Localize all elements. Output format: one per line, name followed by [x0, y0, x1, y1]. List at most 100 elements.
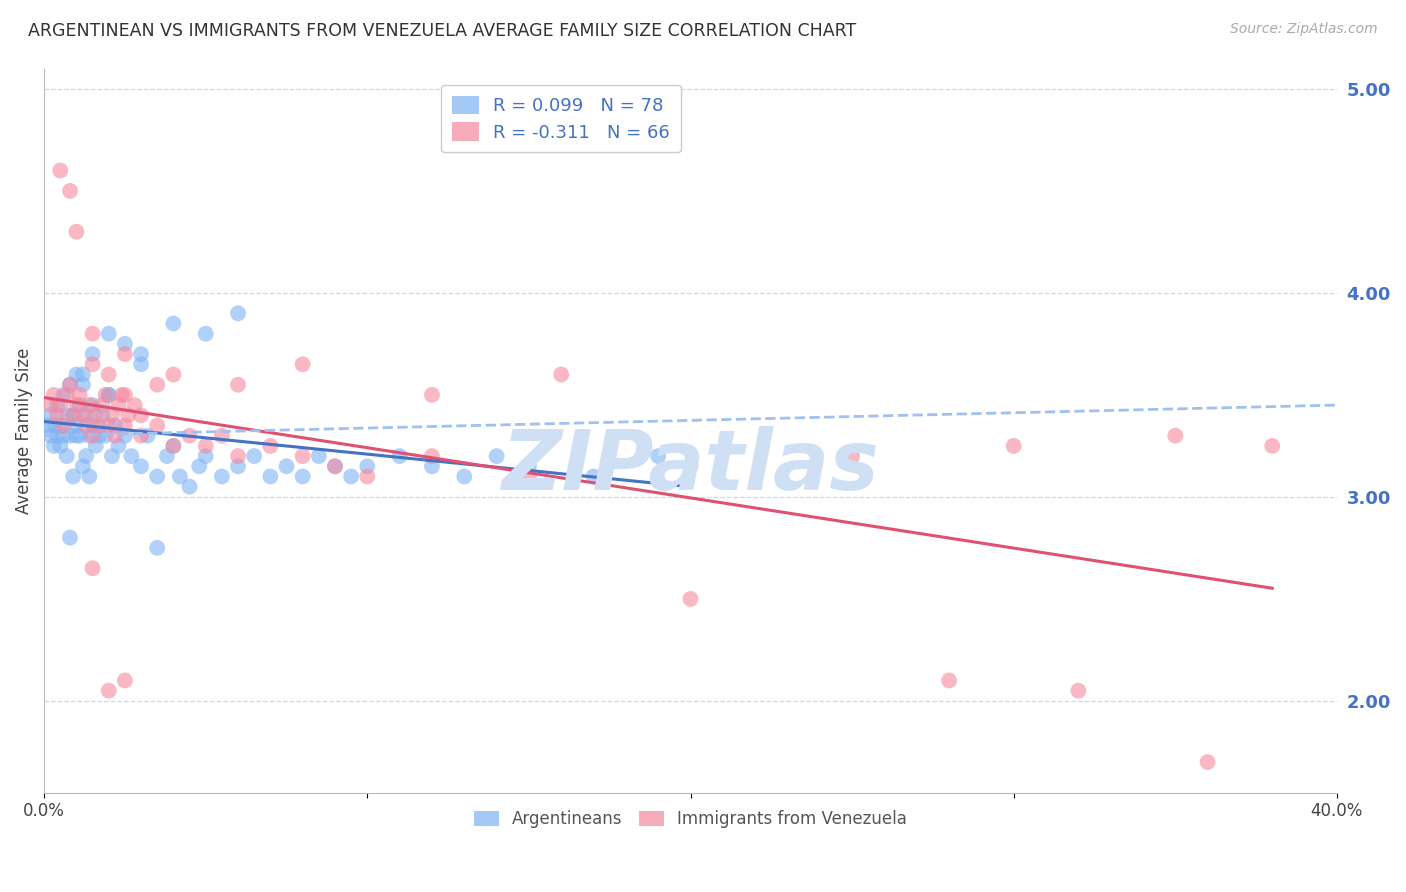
Immigrants from Venezuela: [42, 388, 65, 402]
Y-axis label: Average Family Size: Average Family Size: [15, 347, 32, 514]
Legend: Argentineans, Immigrants from Venezuela: Argentineans, Immigrants from Venezuela: [467, 804, 914, 835]
Immigrants from Venezuela: [114, 388, 136, 402]
Argentineans: [259, 469, 281, 483]
Immigrants from Venezuela: [107, 398, 129, 412]
Immigrants from Venezuela: [938, 673, 960, 688]
Immigrants from Venezuela: [52, 418, 75, 433]
Argentineans: [72, 377, 94, 392]
Immigrants from Venezuela: [62, 409, 84, 423]
Immigrants from Venezuela: [194, 439, 217, 453]
Immigrants from Venezuela: [323, 459, 346, 474]
Immigrants from Venezuela: [1002, 439, 1025, 453]
Argentineans: [420, 459, 443, 474]
Immigrants from Venezuela: [162, 439, 184, 453]
Immigrants from Venezuela: [1067, 683, 1090, 698]
Immigrants from Venezuela: [49, 398, 72, 412]
Immigrants from Venezuela: [69, 388, 91, 402]
Argentineans: [194, 449, 217, 463]
Immigrants from Venezuela: [65, 398, 87, 412]
Immigrants from Venezuela: [114, 347, 136, 361]
Argentineans: [101, 449, 124, 463]
Argentineans: [79, 469, 101, 483]
Immigrants from Venezuela: [550, 368, 572, 382]
Argentineans: [82, 418, 104, 433]
Immigrants from Venezuela: [356, 469, 378, 483]
Immigrants from Venezuela: [97, 368, 120, 382]
Argentineans: [59, 428, 82, 442]
Immigrants from Venezuela: [104, 428, 127, 442]
Argentineans: [42, 418, 65, 433]
Argentineans: [226, 306, 249, 320]
Immigrants from Venezuela: [75, 418, 97, 433]
Argentineans: [129, 357, 152, 371]
Immigrants from Venezuela: [129, 428, 152, 442]
Argentineans: [59, 531, 82, 545]
Argentineans: [69, 398, 91, 412]
Argentineans: [169, 469, 191, 483]
Argentineans: [97, 388, 120, 402]
Argentineans: [162, 317, 184, 331]
Argentineans: [84, 439, 107, 453]
Immigrants from Venezuela: [1164, 428, 1187, 442]
Argentineans: [65, 368, 87, 382]
Argentineans: [59, 377, 82, 392]
Argentineans: [62, 469, 84, 483]
Immigrants from Venezuela: [517, 469, 540, 483]
Immigrants from Venezuela: [111, 388, 134, 402]
Immigrants from Venezuela: [82, 428, 104, 442]
Argentineans: [52, 388, 75, 402]
Immigrants from Venezuela: [84, 409, 107, 423]
Immigrants from Venezuela: [101, 409, 124, 423]
Immigrants from Venezuela: [1197, 755, 1219, 769]
Argentineans: [91, 409, 114, 423]
Argentineans: [82, 398, 104, 412]
Immigrants from Venezuela: [82, 561, 104, 575]
Argentineans: [291, 469, 314, 483]
Immigrants from Venezuela: [226, 449, 249, 463]
Argentineans: [87, 428, 110, 442]
Immigrants from Venezuela: [129, 409, 152, 423]
Argentineans: [55, 449, 77, 463]
Argentineans: [69, 428, 91, 442]
Argentineans: [114, 337, 136, 351]
Immigrants from Venezuela: [679, 459, 702, 474]
Argentineans: [46, 428, 69, 442]
Argentineans: [104, 418, 127, 433]
Argentineans: [226, 459, 249, 474]
Argentineans: [276, 459, 298, 474]
Immigrants from Venezuela: [82, 326, 104, 341]
Immigrants from Venezuela: [114, 673, 136, 688]
Text: ZIPatlas: ZIPatlas: [502, 426, 879, 508]
Argentineans: [49, 418, 72, 433]
Immigrants from Venezuela: [94, 388, 117, 402]
Argentineans: [136, 428, 159, 442]
Argentineans: [485, 449, 508, 463]
Argentineans: [308, 449, 330, 463]
Argentineans: [79, 428, 101, 442]
Argentineans: [323, 459, 346, 474]
Argentineans: [39, 409, 62, 423]
Immigrants from Venezuela: [226, 377, 249, 392]
Argentineans: [647, 449, 669, 463]
Argentineans: [65, 428, 87, 442]
Immigrants from Venezuela: [117, 409, 139, 423]
Argentineans: [52, 428, 75, 442]
Immigrants from Venezuela: [841, 449, 863, 463]
Argentineans: [42, 439, 65, 453]
Argentineans: [188, 459, 211, 474]
Argentineans: [582, 469, 605, 483]
Argentineans: [75, 449, 97, 463]
Immigrants from Venezuela: [97, 683, 120, 698]
Immigrants from Venezuela: [679, 591, 702, 606]
Immigrants from Venezuela: [46, 409, 69, 423]
Argentineans: [72, 368, 94, 382]
Argentineans: [72, 459, 94, 474]
Argentineans: [55, 409, 77, 423]
Immigrants from Venezuela: [1261, 439, 1284, 453]
Immigrants from Venezuela: [87, 418, 110, 433]
Immigrants from Venezuela: [49, 163, 72, 178]
Argentineans: [146, 541, 169, 555]
Immigrants from Venezuela: [91, 398, 114, 412]
Text: Source: ZipAtlas.com: Source: ZipAtlas.com: [1230, 22, 1378, 37]
Argentineans: [129, 459, 152, 474]
